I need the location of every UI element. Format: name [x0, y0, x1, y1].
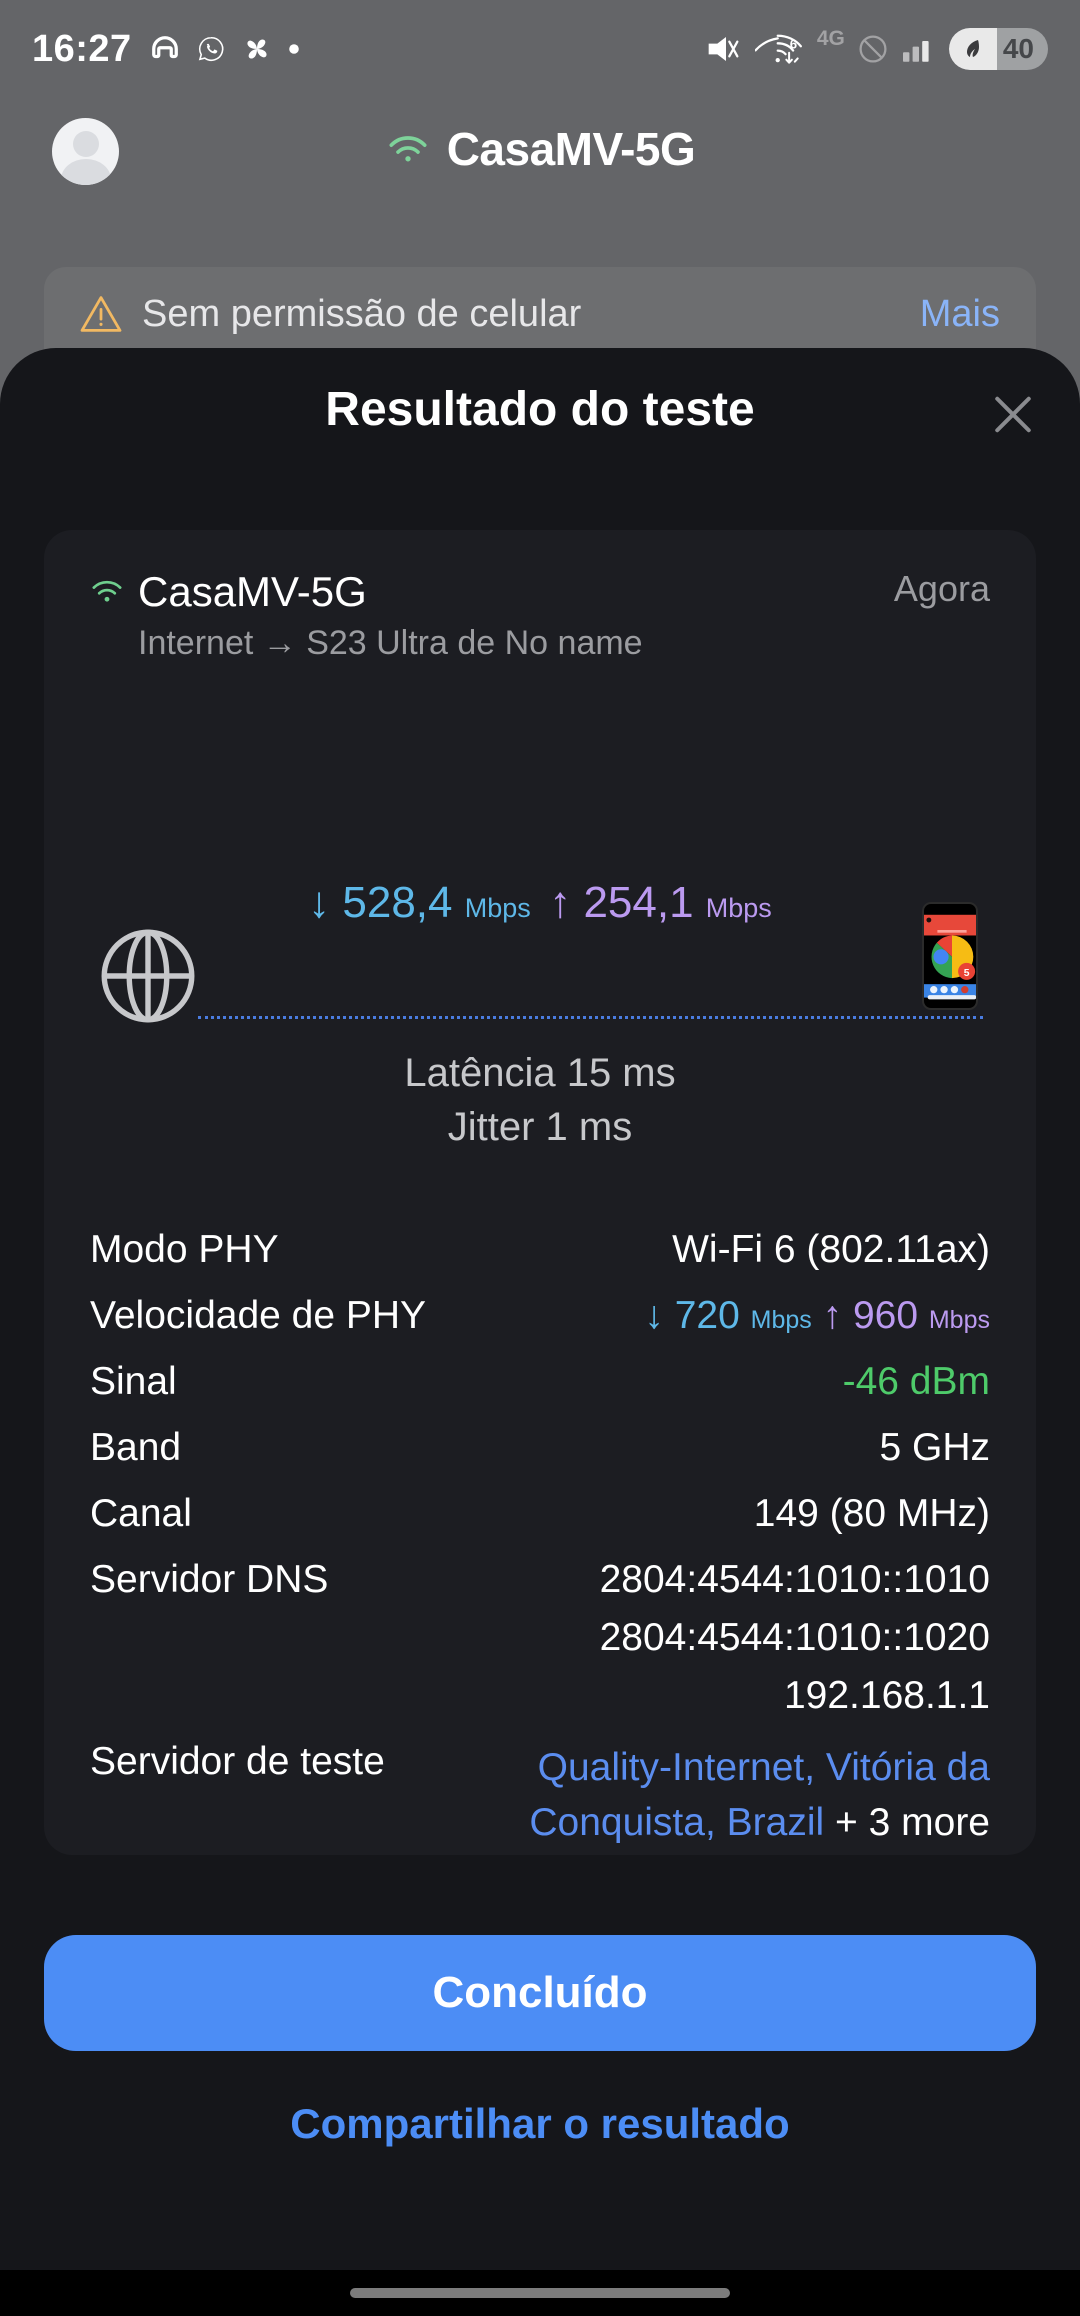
svg-text:5: 5 — [964, 968, 970, 979]
svg-text:6: 6 — [790, 36, 797, 51]
